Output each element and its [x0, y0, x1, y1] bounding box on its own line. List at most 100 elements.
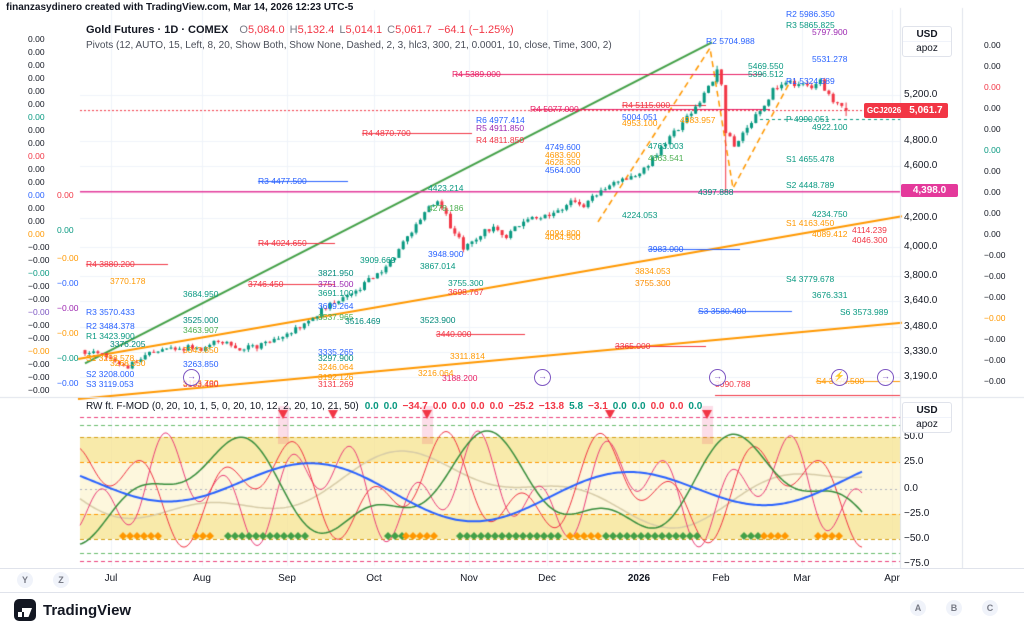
pivot-label: 5396.512 [748, 68, 784, 79]
zero-axis-label: −0.00 [28, 294, 50, 304]
oscillator-value: 0.0 [432, 401, 447, 412]
pivot-label: R4 3880.200 [86, 259, 135, 270]
pivot-label: 3821.950 [318, 267, 354, 278]
pivot-label: S3 3580.400 [698, 305, 747, 316]
pivot-label: S3 3119.053 [86, 379, 134, 389]
last-price-badge: GCJ2026 5,061.7 [864, 102, 948, 118]
corner-button-z[interactable]: Z [53, 572, 69, 588]
zero-axis-label: 0.00 [57, 190, 74, 200]
price-tick-label: 4,600.0 [904, 159, 938, 171]
pivot-label: 3311.814 [450, 350, 485, 361]
zero-axis-label: −0.00 [28, 372, 50, 382]
pivot-label: 5469.550 [748, 60, 784, 71]
zero-axis-label: 0.00 [28, 138, 45, 148]
ohlc-value: 5,084.0 [247, 24, 285, 36]
zero-axis-label: −0.00 [57, 303, 79, 313]
last-price-value: 5,061.7 [904, 102, 948, 118]
month-label: Dec [538, 573, 556, 584]
chart-marker-icon[interactable]: → [183, 369, 200, 386]
corner-button-a[interactable]: A [910, 600, 926, 616]
pivot-label: 3131.269 [318, 379, 354, 389]
pivot-label: R4 5115.000 [622, 99, 671, 110]
price-tick-label: 3,640.0 [904, 295, 938, 307]
pivot-label: 3684.950 [183, 288, 219, 299]
oscillator-legend[interactable]: RW ft. F-MOD (0, 20, 10, 1, 5, 0, 20, 10… [86, 401, 707, 412]
pivot-label: S6 3573.989 [840, 306, 889, 317]
ohlc-key: C [387, 24, 396, 36]
zero-axis-label: −0.00 [57, 353, 79, 363]
zero-axis-label: −0.00 [57, 253, 79, 263]
zero-axis-label: −0.00 [28, 281, 50, 291]
pivot-label: 4094.800 [545, 228, 581, 238]
oscillator-value: 0.0 [612, 401, 627, 412]
oscillator-value: 0.0 [669, 401, 684, 412]
pivot-label: 3263.850 [183, 359, 219, 370]
pivot-label: 4224.053 [622, 210, 658, 221]
zero-axis-label: 0.00 [984, 229, 1001, 239]
zero-axis-label: −0.00 [984, 292, 1006, 302]
time-axis[interactable] [0, 568, 1024, 593]
pivot-label: 4397.888 [698, 186, 734, 197]
pivot-label: R4 5077.000 [530, 103, 579, 114]
pivot-label: 3609.264 [318, 300, 354, 311]
pivot-label: R4 4024.650 [258, 237, 307, 248]
chart-marker-icon[interactable]: ⚡ [831, 369, 848, 386]
pivot-label: 4064.900 [545, 232, 581, 243]
pivot-label: 4423.214 [428, 183, 464, 194]
month-label: Jul [104, 573, 118, 584]
zero-axis-label: −0.00 [57, 278, 79, 288]
zero-axis-label: 0.00 [984, 103, 1001, 113]
pivot-label: 3755.300 [448, 278, 484, 288]
zero-axis-label: −0.00 [28, 333, 50, 343]
chart-marker-icon[interactable]: → [877, 369, 894, 386]
oscillator-title[interactable]: RW ft. F-MOD (0, 20, 10, 1, 5, 0, 20, 10… [86, 401, 359, 412]
oscillator-value: 0.0 [489, 401, 504, 412]
pivot-label: R1 3423.900 [86, 331, 135, 342]
zero-axis-label: 0.00 [57, 225, 74, 235]
ohlc-values: O5,084.0 H5,132.4 L5,014.1 C5,061.7 [234, 24, 431, 36]
zero-axis-label: 0.00 [984, 187, 1001, 197]
pivot-label: R6 4977.414 [476, 115, 525, 126]
pivot-label: R4 4811.850 [476, 134, 525, 145]
zero-axis-label: −0.00 [984, 355, 1006, 365]
oscillator-value: 5.8 [569, 401, 584, 412]
pivot-label: 3867.014 [420, 261, 456, 272]
zero-axis-label: −0.00 [984, 334, 1006, 344]
symbol-row: Gold Futures · 1D · COMEX O5,084.0 H5,132.… [86, 24, 612, 37]
pivot-label: 3188.200 [442, 372, 478, 383]
tradingview-logo[interactable]: TradingView [14, 599, 131, 621]
zero-axis-label: −0.00 [28, 268, 50, 278]
pivot-label: 5797.900 [812, 27, 848, 38]
tradingview-logo-icon [14, 599, 36, 621]
symbol-title[interactable]: Gold Futures · 1D · COMEX [86, 24, 229, 36]
oscillator-values: 0.0 0.0 −34.7 0.0 0.0 0.0 0.0 −25.2 −13.8 5.8 −3.1… [365, 401, 708, 412]
zero-axis-label: −0.00 [28, 359, 50, 369]
zero-axis-label: 0.00 [28, 216, 45, 226]
symbol-legend[interactable]: Gold Futures · 1D · COMEX O5,084.0 H5,132.… [86, 24, 612, 52]
currency-box-oscillator: USD apoz [902, 402, 952, 433]
pivot-label: S1 4655.478 [786, 153, 835, 164]
zero-axis-label: 0.00 [984, 208, 1001, 218]
oscillator-value: −25.2 [508, 401, 534, 412]
pivot-label: R4 5389.000 [452, 69, 501, 80]
pivot-label: 3751.500 [318, 278, 354, 289]
currency-label: USD [916, 405, 938, 416]
price-tick-label: 4,200.0 [904, 212, 938, 224]
pivot-label: S2 4448.789 [786, 180, 835, 191]
indicator-legend[interactable]: Pivots (12, AUTO, 15, Left, 8, 20, Show … [86, 40, 612, 51]
corner-button-b[interactable]: B [946, 600, 962, 616]
zero-axis-label: 0.00 [28, 177, 45, 187]
pivot-label: 3297.900 [318, 353, 354, 364]
zero-axis-label: 0.00 [28, 229, 45, 239]
corner-button-y[interactable]: Y [17, 572, 33, 588]
zero-axis-label: −0.00 [28, 307, 50, 317]
pivot-label: 3155.700 [183, 378, 219, 389]
corner-button-c[interactable]: C [982, 600, 998, 616]
price-tick-label: 4,000.0 [904, 240, 938, 252]
pivot-label: R1 5324.589 [786, 76, 835, 87]
ohlc-value: 5,132.4 [297, 24, 335, 36]
chart-marker-icon[interactable]: → [534, 369, 551, 386]
pivot-label: 4114.239 [852, 225, 887, 236]
chart-marker-icon[interactable]: → [709, 369, 726, 386]
